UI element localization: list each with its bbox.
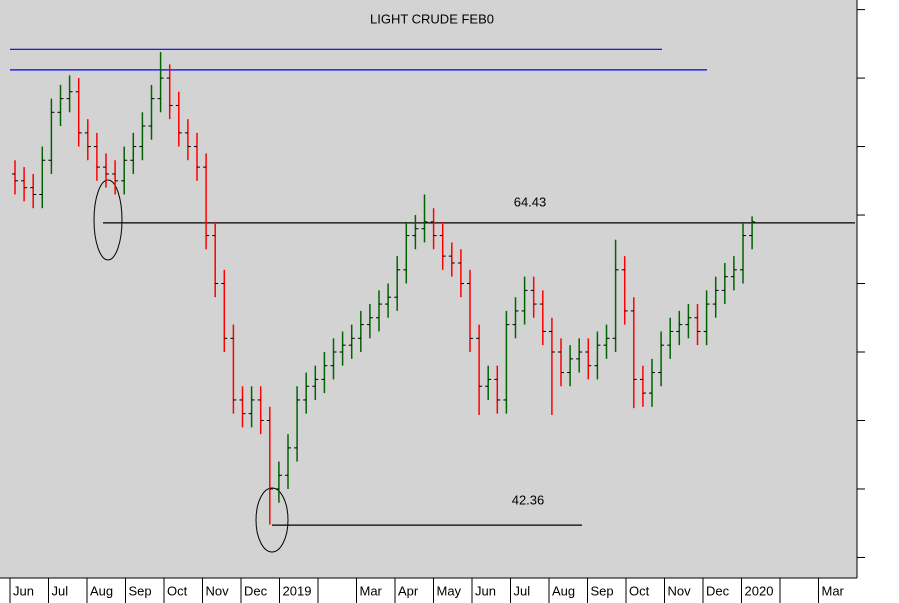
x-tick-label: Nov bbox=[668, 583, 692, 598]
highlight-ellipse bbox=[93, 179, 123, 261]
x-axis-strip bbox=[0, 578, 899, 603]
x-tick-label: Jul bbox=[514, 583, 531, 598]
plot-background bbox=[0, 0, 857, 578]
x-tick-label: Sep bbox=[591, 583, 614, 598]
x-tick-label: Aug bbox=[552, 583, 575, 598]
level-label: 64.43 bbox=[514, 194, 547, 209]
highlight-ellipse bbox=[255, 487, 289, 553]
x-tick-label: Aug bbox=[90, 583, 113, 598]
x-tick-label: 2020 bbox=[745, 583, 774, 598]
x-tick-label: Jun bbox=[475, 583, 496, 598]
x-tick-label: Dec bbox=[244, 583, 268, 598]
x-tick-label: Mar bbox=[822, 583, 845, 598]
x-tick-label: Dec bbox=[706, 583, 730, 598]
chart-title: LIGHT CRUDE FEB0 bbox=[370, 11, 494, 26]
x-tick-label: Mar bbox=[360, 583, 383, 598]
x-tick-label: Jun bbox=[13, 583, 34, 598]
x-tick-label: Oct bbox=[629, 583, 650, 598]
y-axis-strip bbox=[857, 0, 899, 578]
level-label: 42.36 bbox=[512, 493, 545, 508]
x-tick-label: Sep bbox=[129, 583, 152, 598]
x-tick-label: Jul bbox=[52, 583, 69, 598]
x-tick-label: Apr bbox=[398, 583, 419, 598]
x-tick-label: Oct bbox=[167, 583, 188, 598]
x-tick-label: Nov bbox=[206, 583, 230, 598]
x-tick-label: 2019 bbox=[283, 583, 312, 598]
x-tick-label: May bbox=[437, 583, 462, 598]
